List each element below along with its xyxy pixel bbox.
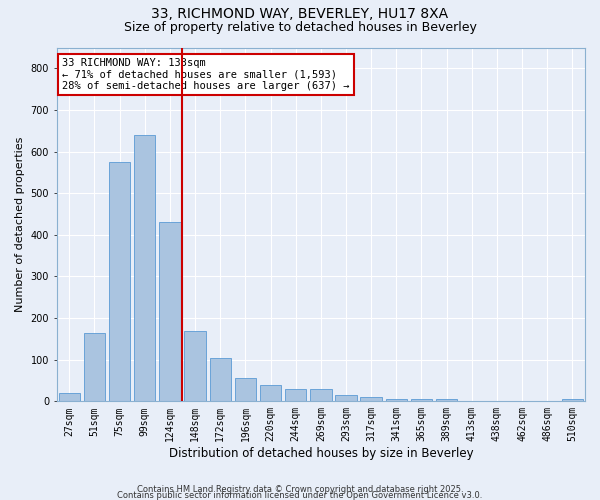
Bar <box>335 395 356 402</box>
Text: 33, RICHMOND WAY, BEVERLEY, HU17 8XA: 33, RICHMOND WAY, BEVERLEY, HU17 8XA <box>151 8 449 22</box>
Bar <box>562 400 583 402</box>
Bar <box>436 400 457 402</box>
Bar <box>260 384 281 402</box>
Bar <box>134 135 155 402</box>
Bar <box>159 222 181 402</box>
Text: 33 RICHMOND WAY: 133sqm
← 71% of detached houses are smaller (1,593)
28% of semi: 33 RICHMOND WAY: 133sqm ← 71% of detache… <box>62 58 349 92</box>
Bar <box>411 400 432 402</box>
Bar <box>235 378 256 402</box>
Bar <box>386 400 407 402</box>
Text: Contains HM Land Registry data © Crown copyright and database right 2025.: Contains HM Land Registry data © Crown c… <box>137 484 463 494</box>
Bar <box>209 358 231 402</box>
Text: Contains public sector information licensed under the Open Government Licence v3: Contains public sector information licen… <box>118 490 482 500</box>
Bar <box>285 389 307 402</box>
X-axis label: Distribution of detached houses by size in Beverley: Distribution of detached houses by size … <box>169 447 473 460</box>
Bar <box>361 397 382 402</box>
Bar <box>184 330 206 402</box>
Text: Size of property relative to detached houses in Beverley: Size of property relative to detached ho… <box>124 21 476 34</box>
Y-axis label: Number of detached properties: Number of detached properties <box>15 136 25 312</box>
Bar <box>109 162 130 402</box>
Bar <box>310 389 332 402</box>
Bar <box>84 332 105 402</box>
Bar <box>59 393 80 402</box>
